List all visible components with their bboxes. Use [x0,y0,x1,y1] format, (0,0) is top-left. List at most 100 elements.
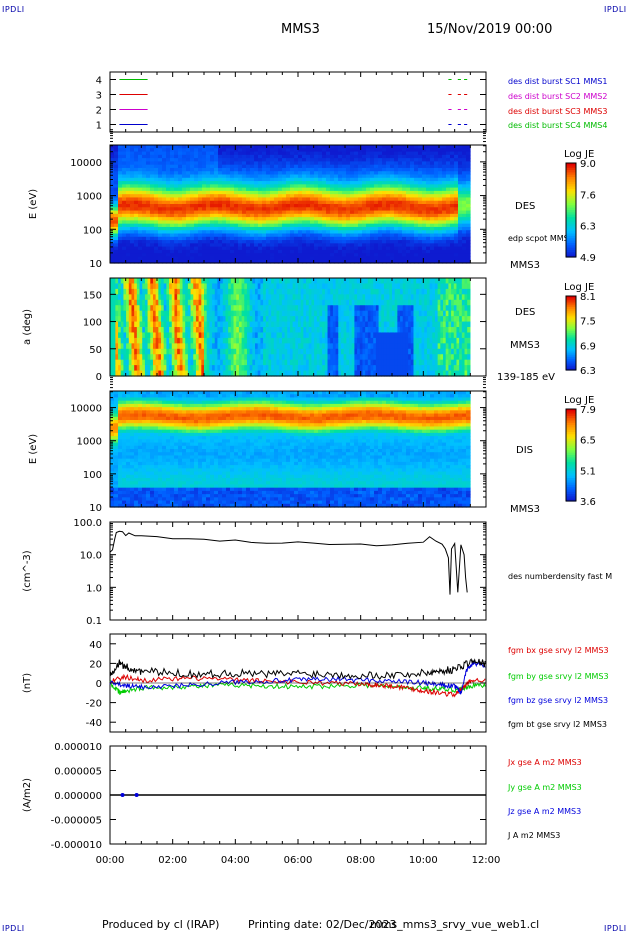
heatmap-cell [310,174,315,179]
heatmap-cell [134,316,138,323]
heatmap-cell [306,365,310,372]
heatmap-cell [354,174,359,179]
heatmap-cell [446,181,451,185]
heatmap-cell [118,310,122,317]
heatmap-cell [374,164,379,169]
heatmap-cell [118,194,123,199]
heatmap-cell [434,190,439,195]
heatmap-cell [242,177,247,182]
heatmap-cell [166,332,170,339]
heatmap-cell [265,359,270,366]
heatmap-cell [324,359,329,366]
heatmap-cell [278,204,283,208]
heatmap-cell [290,236,295,241]
heatmap-cell [178,174,183,179]
heatmap-cell [402,217,407,221]
heatmap-cell [374,197,379,202]
heatmap-cell [462,204,467,208]
heatmap-cell [217,278,221,285]
heatmap-cell [279,288,283,295]
heatmap-cell [386,171,391,176]
heatmap-cell [218,171,223,176]
heatmap-cell [174,181,179,185]
heatmap-cell [182,316,186,323]
heatmap-cell [126,148,131,153]
heatmap-cell [150,177,155,182]
heatmap-cell [274,207,279,212]
heatmap-cell [222,370,227,377]
heatmap-cell [198,359,202,366]
heatmap-cell [255,278,259,285]
heatmap-cell [274,246,279,251]
heatmap-cell [154,243,159,248]
heatmap-cell [171,310,176,317]
heatmap-cell [190,226,195,231]
heatmap-cell [202,249,207,254]
heatmap-cell [298,187,303,192]
heatmap-cell [214,207,219,212]
heatmap-cell [120,278,125,285]
heatmap-cell [270,184,275,189]
heatmap-cell [222,204,227,208]
heatmap-cell [260,354,264,361]
heatmap-cell [236,370,240,377]
heatmap-cell [170,243,175,248]
heatmap-cell [226,197,231,202]
heatmap-cell [265,310,270,317]
heatmap-cell [260,294,264,301]
heatmap-cell [292,321,296,328]
heatmap-cell [394,197,399,202]
heatmap-cell [166,359,170,366]
heatmap-cell [258,240,263,244]
heatmap-cell [252,332,256,339]
heatmap-cell [446,210,451,215]
heatmap-cell [230,210,235,215]
heatmap-cell [112,305,116,312]
heatmap-cell [263,337,267,344]
heatmap-cell [198,354,202,361]
heatmap-cell [158,151,163,156]
heatmap-cell [138,204,143,208]
heatmap-cell [110,259,115,264]
heatmap-cell [398,167,403,172]
heatmap-cell [250,246,255,251]
heatmap-cell [386,217,391,221]
heatmap-cell [110,145,115,149]
heatmap-cell [178,161,183,166]
heatmap-cell [314,236,319,241]
heatmap-cell [278,230,283,235]
heatmap-cell [126,210,131,215]
heatmap-cell [282,213,287,218]
heatmap-cell [126,151,131,156]
heatmap-cell [402,167,407,172]
heatmap-cell [250,220,255,225]
heatmap-cell [230,213,235,218]
heatmap-cell [386,187,391,192]
heatmap-cell [450,158,455,162]
heatmap-cell [458,190,463,195]
heatmap-cell [122,226,127,231]
heatmap-cell [233,359,237,366]
heatmap-cell [202,190,207,195]
heatmap-cell [228,288,232,295]
heatmap-cell [118,177,123,182]
heatmap-cell [310,249,315,254]
heatmap-cell [230,171,235,176]
heatmap-cell [265,337,270,344]
heatmap-cell [122,171,127,176]
heatmap-cell [366,171,371,176]
heatmap-cell [202,148,207,153]
heatmap-cell [442,233,447,238]
heatmap-cell [258,174,263,179]
heatmap-cell [118,223,123,228]
heatmap-cell [112,332,116,339]
heatmap-cell [398,164,403,169]
heatmap-cell [382,217,387,221]
heatmap-cell [287,310,291,317]
heatmap-cell [318,246,323,251]
heatmap-cell [254,177,259,182]
heatmap-cell [126,321,130,328]
heatmap-cell [218,151,223,156]
heatmap-cell [366,207,371,212]
heatmap-cell [115,354,119,361]
